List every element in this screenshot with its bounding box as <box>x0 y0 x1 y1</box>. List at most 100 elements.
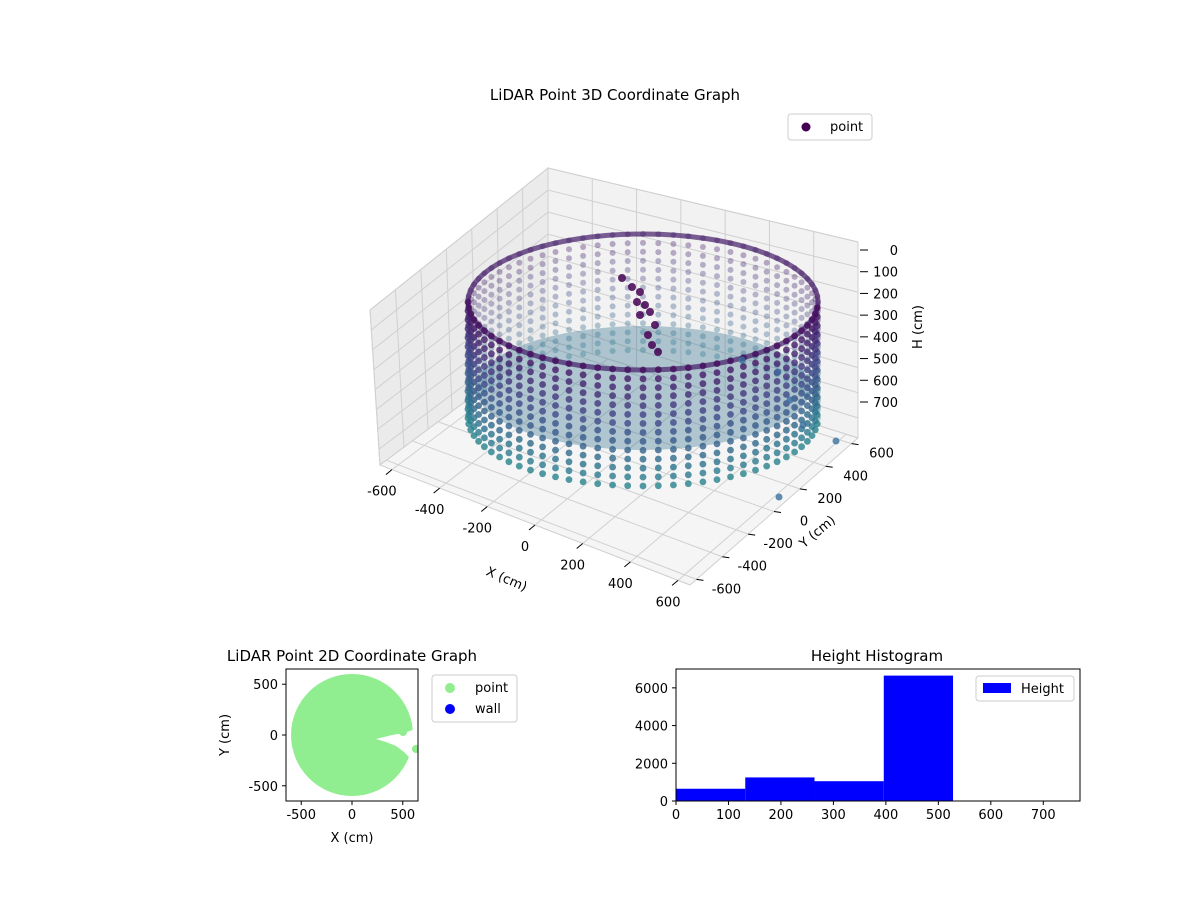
cylinder-front-point <box>565 360 573 367</box>
z-tick-label-3d: 400 <box>873 331 898 346</box>
cylinder-back-point <box>774 264 781 271</box>
cylinder-front-point <box>804 339 811 347</box>
cylinder-back-point <box>527 264 534 271</box>
cylinder-front-point <box>727 473 734 481</box>
y-tick-label-2d: 0 <box>270 729 278 744</box>
cylinder-front-point <box>791 359 798 367</box>
cylinder-front-point <box>527 350 534 358</box>
cylinder-back-point <box>580 244 587 250</box>
cylinder-front-point <box>539 452 546 460</box>
cylinder-front-point <box>464 343 472 350</box>
y-tick-label-2d: 500 <box>253 678 278 693</box>
cylinder-front-point <box>804 428 811 436</box>
cylinder-back-point <box>655 284 662 291</box>
cylinder-back-point <box>539 314 546 321</box>
cylinder-back-point <box>594 269 601 275</box>
cylinder-back-point <box>740 314 747 321</box>
cylinder-front-point <box>727 455 734 463</box>
cylinder-back-point <box>624 275 631 282</box>
cylinder-front-point <box>609 374 616 382</box>
cylinder-front-point <box>464 414 472 422</box>
cylinder-back-point <box>496 295 503 302</box>
cylinder-back-point <box>527 345 534 352</box>
cylinder-front-point <box>740 390 747 397</box>
cylinder-front-point <box>670 481 677 489</box>
cylinder-front-point <box>609 410 616 417</box>
cylinder-front-point <box>727 428 734 436</box>
cylinder-front-point <box>699 433 707 441</box>
stray-point <box>799 421 807 429</box>
cylinder-back-point <box>763 259 770 266</box>
cylinder-back-point <box>624 311 631 318</box>
cylinder-front-point <box>713 449 721 457</box>
cylinder-back-point <box>774 317 781 324</box>
cylinder-back-point <box>714 290 720 297</box>
cylinder-back-point <box>609 258 616 265</box>
cylinder-front-point <box>783 444 790 452</box>
z-tick-label-3d: 700 <box>873 396 898 411</box>
cylinder-back-point <box>783 313 790 320</box>
cylinder-front-point <box>565 422 573 430</box>
cylinder-front-point <box>481 434 488 442</box>
cylinder-front-point <box>609 365 616 373</box>
cylinder-back-point <box>783 277 790 284</box>
stray-point <box>738 356 746 364</box>
cylinder-front-point <box>488 412 495 420</box>
cylinder-front-point <box>773 395 781 403</box>
cylinder-front-point <box>639 393 647 401</box>
cylinder-front-point <box>579 451 587 459</box>
cylinder-back-point <box>505 326 512 333</box>
cylinder-back-point <box>655 267 662 273</box>
cylinder-back-point <box>527 309 534 316</box>
cylinder-back-point <box>566 246 572 253</box>
cylinder-front-point <box>594 426 602 434</box>
cylinder-back-point <box>685 295 692 302</box>
cylinder-front-point <box>684 408 692 416</box>
cylinder-back-point <box>640 320 646 327</box>
cylinder-front-point <box>670 463 677 471</box>
cylinder-front-point <box>481 398 488 406</box>
cylinder-back-point <box>516 268 523 275</box>
cylinder-back-point <box>727 258 734 264</box>
cylinder-back-point <box>640 338 646 345</box>
cylinder-front-point <box>654 366 662 374</box>
cylinder-back-point <box>740 270 747 277</box>
cylinder-front-point <box>763 373 771 381</box>
cylinder-front-point <box>773 342 781 350</box>
cylinder-front-point <box>791 332 798 340</box>
chart-height-histogram: Height Histogram 0 100 200 300 400 500 600 7000… <box>635 647 1081 823</box>
cylinder-front-point <box>713 458 721 466</box>
cylinder-back-point <box>580 315 587 322</box>
histogram-y-tick-label: 2000 <box>635 757 668 772</box>
cylinder-front-point <box>763 418 771 425</box>
interior-object-point <box>651 321 659 329</box>
cylinder-front-point <box>727 357 734 365</box>
cylinder-back-point <box>624 338 631 345</box>
cylinder-back-point <box>580 252 587 259</box>
cylinder-front-point <box>488 404 495 411</box>
cylinder-back-point <box>505 335 512 342</box>
y-tick-mark-3d <box>825 465 833 468</box>
cylinder-back-point <box>714 282 720 288</box>
cylinder-back-point <box>527 318 534 325</box>
cylinder-front-point <box>565 431 573 439</box>
cylinder-front-point <box>552 393 559 400</box>
cylinder-back-point <box>752 327 759 334</box>
cylinder-front-point <box>594 408 602 416</box>
interior-object-point <box>618 274 626 282</box>
cylinder-back-point <box>763 340 770 347</box>
cylinder-front-point <box>539 398 546 406</box>
cylinder-back-point <box>727 347 734 354</box>
cylinder-back-point <box>699 333 706 340</box>
cylinder-back-point <box>752 291 759 298</box>
cylinder-back-point <box>594 286 601 293</box>
cylinder-front-point <box>470 432 478 439</box>
legend-histogram-label: Height <box>1021 682 1064 697</box>
cylinder-back-point <box>539 287 546 294</box>
y-tick-label-3d: 200 <box>817 492 842 507</box>
cylinder-back-point <box>580 324 587 331</box>
cylinder-back-point <box>655 293 662 300</box>
cylinder-front-point <box>752 439 759 447</box>
cylinder-front-point <box>804 357 811 365</box>
cylinder-back-point <box>752 318 759 325</box>
